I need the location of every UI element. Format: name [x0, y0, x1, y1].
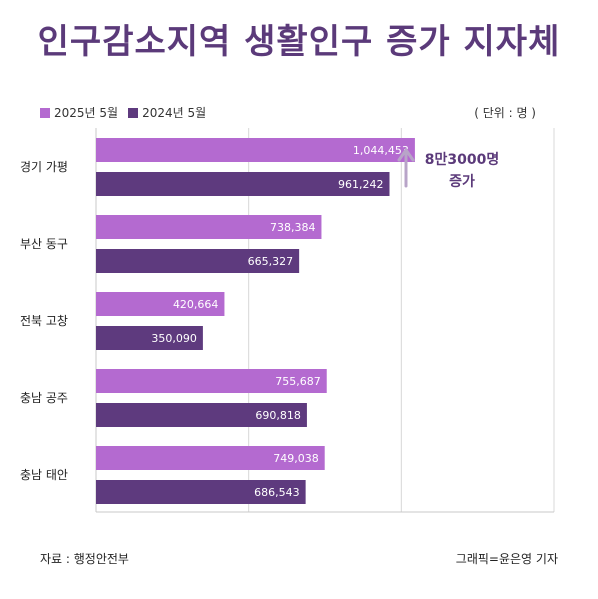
bar-value-label: 665,327 [248, 255, 294, 268]
bar-2025 [96, 446, 325, 470]
bar-2024 [96, 480, 306, 504]
bar-2024 [96, 249, 300, 273]
legend-item-2024: 2024년 5월 [128, 104, 206, 121]
category-label: 충남 태안 [20, 468, 68, 482]
bar-value-label: 686,543 [254, 486, 300, 499]
credit-text: 그래픽=윤은영 기자 [455, 552, 558, 566]
bar-value-label: 738,384 [270, 221, 316, 234]
bar-2025 [96, 215, 322, 239]
annotation-line1: 8만3000명 [425, 151, 499, 168]
bar-2024 [96, 172, 390, 196]
bar-value-label: 749,038 [273, 452, 319, 465]
legend-label-2024: 2024년 5월 [142, 106, 207, 120]
source-text: 자료 : 행정안전부 [40, 552, 129, 566]
increase-arrow-icon [397, 147, 415, 188]
legend-item-2025: 2025년 5월 [40, 104, 118, 121]
chart-title: 인구감소지역 생활인구 증가 지자체 [37, 22, 561, 62]
category-label: 전북 고창 [20, 314, 68, 328]
bar-value-label: 1,044,453 [353, 144, 409, 157]
bar-2025 [96, 369, 327, 393]
bar-2025 [96, 138, 415, 162]
bar-value-label: 690,818 [255, 409, 301, 422]
annotation-line2: 증가 [449, 174, 475, 190]
bar-value-label: 961,242 [338, 178, 384, 191]
bar-chart: 경기 가평 1,044,453 961,242 부산 동구 738,384 665,327… [20, 128, 555, 513]
legend: 2025년 5월 2024년 5월 [40, 104, 216, 121]
legend-swatch-2024 [128, 107, 139, 118]
bar-2025 [96, 292, 225, 316]
category-label: 경기 가평 [20, 160, 68, 174]
bar-2024 [96, 403, 307, 427]
legend-label-2025: 2025년 5월 [54, 106, 119, 120]
legend-swatch-2025 [40, 107, 50, 118]
unit-label: ( 단위 : 명 ) [474, 106, 536, 120]
category-label: 부산 동구 [20, 237, 68, 251]
bar-value-label: 350,090 [151, 332, 197, 345]
bar-value-label: 420,664 [173, 298, 219, 311]
bar-value-label: 755,687 [275, 375, 321, 388]
category-label: 충남 공주 [20, 391, 68, 405]
bar-2024 [96, 326, 203, 350]
